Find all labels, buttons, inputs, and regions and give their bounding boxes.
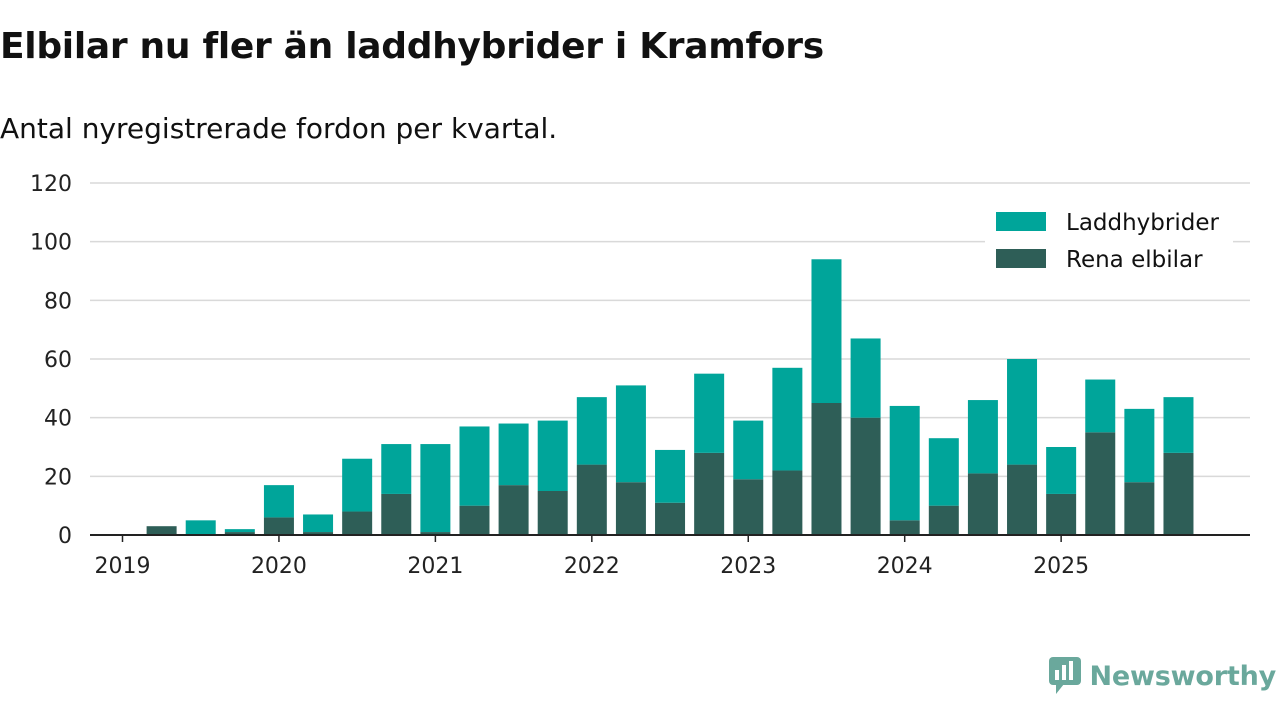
legend: Laddhybrider Rena elbilar bbox=[985, 198, 1233, 278]
bar-laddhybrider bbox=[420, 444, 451, 533]
bar-rena-elbilar bbox=[263, 517, 294, 535]
y-tick-label: 60 bbox=[44, 348, 72, 373]
bar-laddhybrider bbox=[928, 438, 959, 506]
bar-laddhybrider bbox=[263, 485, 294, 518]
bar-laddhybrider bbox=[733, 420, 764, 480]
bar-laddhybrider bbox=[889, 405, 920, 521]
y-tick-label: 100 bbox=[30, 231, 72, 256]
bar-rena-elbilar bbox=[655, 502, 686, 535]
bar-rena-elbilar bbox=[615, 482, 646, 535]
x-tick-label: 2024 bbox=[877, 554, 933, 579]
bar-rena-elbilar bbox=[1163, 452, 1194, 535]
x-axis: 2019 2020 2021 2022 2023 2024 2025 bbox=[90, 534, 1250, 579]
stacked-bar-chart: 0 20 40 60 80 100 120 2019 2020 2021 2022 2023 2024… bbox=[30, 172, 1250, 579]
x-tick-label: 2021 bbox=[407, 554, 463, 579]
bar-rena-elbilar bbox=[928, 505, 959, 535]
legend-label: Rena elbilar bbox=[1066, 247, 1203, 273]
y-tick-label: 0 bbox=[58, 524, 72, 549]
y-tick-label: 120 bbox=[30, 172, 72, 197]
bar-rena-elbilar bbox=[1085, 432, 1116, 535]
x-tick-label: 2022 bbox=[564, 554, 620, 579]
y-tick-label: 20 bbox=[44, 465, 72, 490]
bar-rena-elbilar bbox=[420, 532, 451, 535]
bar-laddhybrider bbox=[850, 338, 881, 418]
y-tick-label: 80 bbox=[44, 289, 72, 314]
x-tick-label: 2019 bbox=[95, 554, 151, 579]
bar-rena-elbilar bbox=[694, 452, 725, 535]
bar-laddhybrider bbox=[694, 373, 725, 453]
legend-swatch bbox=[996, 212, 1046, 231]
bar-laddhybrider bbox=[498, 423, 529, 486]
bar-laddhybrider bbox=[1046, 447, 1077, 494]
bar-laddhybrider bbox=[224, 529, 255, 533]
bar-rena-elbilar bbox=[1046, 493, 1077, 535]
bar-laddhybrider bbox=[772, 367, 803, 471]
bar-laddhybrider bbox=[1124, 408, 1155, 483]
x-tick-label: 2020 bbox=[251, 554, 307, 579]
bar-rena-elbilar bbox=[537, 491, 568, 535]
bar-rena-elbilar bbox=[850, 417, 881, 535]
legend-label: Laddhybrider bbox=[1066, 210, 1219, 236]
y-axis-ticks: 0 20 40 60 80 100 120 bbox=[30, 172, 72, 549]
bar-rena-elbilar bbox=[967, 473, 998, 535]
newsworthy-logo-icon bbox=[1048, 657, 1081, 694]
bar-rena-elbilar bbox=[381, 493, 412, 535]
bars bbox=[146, 259, 1194, 535]
bar-laddhybrider bbox=[537, 420, 568, 491]
bar-laddhybrider bbox=[655, 449, 686, 503]
bar-rena-elbilar bbox=[576, 464, 607, 535]
bar-laddhybrider bbox=[615, 385, 646, 483]
bar-laddhybrider bbox=[1163, 397, 1194, 453]
brand-logo: Newsworthy bbox=[1048, 656, 1276, 696]
bar-rena-elbilar bbox=[146, 526, 177, 535]
bar-laddhybrider bbox=[576, 397, 607, 465]
bar-rena-elbilar bbox=[342, 511, 373, 535]
bar-laddhybrider bbox=[185, 520, 216, 535]
bar-laddhybrider bbox=[381, 444, 412, 494]
bar-laddhybrider bbox=[1007, 359, 1038, 465]
bar-rena-elbilar bbox=[1124, 482, 1155, 535]
bar-laddhybrider bbox=[967, 400, 998, 474]
bar-rena-elbilar bbox=[1007, 464, 1038, 535]
chart-title: Elbilar nu fler än laddhybrider i Kramfo… bbox=[0, 26, 824, 67]
bar-laddhybrider bbox=[303, 514, 334, 533]
chart-subtitle: Antal nyregistrerade fordon per kvartal. bbox=[0, 112, 558, 145]
bar-rena-elbilar bbox=[224, 532, 255, 535]
bar-laddhybrider bbox=[459, 426, 490, 506]
bar-rena-elbilar bbox=[889, 520, 920, 535]
bar-rena-elbilar bbox=[459, 505, 490, 535]
x-tick-label: 2023 bbox=[720, 554, 776, 579]
bar-rena-elbilar bbox=[733, 479, 764, 535]
bar-laddhybrider bbox=[811, 259, 842, 403]
bar-rena-elbilar bbox=[772, 470, 803, 535]
bar-rena-elbilar bbox=[303, 532, 334, 535]
bar-rena-elbilar bbox=[811, 403, 842, 535]
bar-laddhybrider bbox=[1085, 379, 1116, 433]
brand-name: Newsworthy bbox=[1089, 660, 1277, 692]
x-tick-label: 2025 bbox=[1033, 554, 1089, 579]
bar-rena-elbilar bbox=[498, 485, 529, 535]
bar-laddhybrider bbox=[342, 458, 373, 512]
legend-swatch bbox=[996, 249, 1046, 268]
y-tick-label: 40 bbox=[44, 407, 72, 432]
